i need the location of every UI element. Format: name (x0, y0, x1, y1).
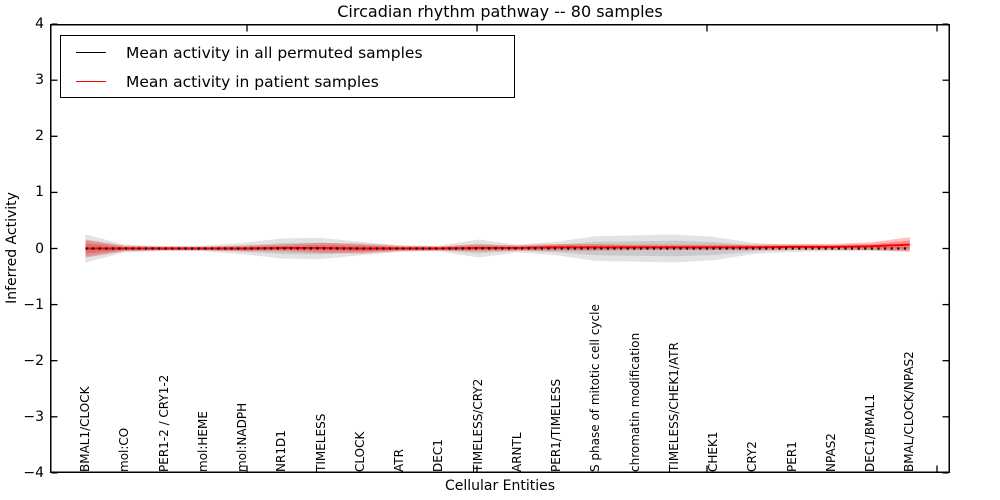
legend-label-permuted: Mean activity in all permuted samples (126, 43, 423, 62)
plot-svg (50, 23, 950, 474)
legend-entry-patient: Mean activity in patient samples (61, 67, 514, 96)
y-tick-label: 3 (35, 72, 44, 89)
x-category-label: mol:CO (117, 427, 132, 472)
x-category-label: PER1-2 / CRY1-2 (156, 374, 171, 472)
x-category-label: ATR (392, 449, 406, 472)
y-tick-label: −1 (23, 296, 44, 313)
patient-line-swatch (76, 81, 106, 82)
legend: Mean activity in all permuted samples Me… (60, 35, 515, 98)
x-category-label: PER1/TIMELESS (549, 378, 563, 472)
x-category-label: NR1D1 (274, 430, 289, 472)
x-category-label: chromatin modification (627, 332, 642, 472)
x-category-label: PER1 (784, 441, 799, 472)
x-category-label: TIMELESS/CRY2 (470, 378, 485, 472)
axes-frame (50, 24, 950, 473)
y-tick-label: −3 (23, 408, 44, 425)
legend-entry-permuted: Mean activity in all permuted samples (61, 38, 514, 67)
plot-area (50, 23, 950, 474)
legend-label-patient: Mean activity in patient samples (126, 72, 379, 91)
x-category-label: ARNTL (509, 432, 524, 472)
y-tick-label: −4 (23, 464, 44, 481)
x-category-label: CLOCK (352, 431, 367, 472)
x-category-label: CRY2 (745, 441, 760, 472)
mean-line (85, 243, 910, 250)
permuted-line-swatch (76, 52, 106, 53)
x-category-label: mol:NADPH (235, 402, 249, 472)
x-category-label: DEC1/BMAL1 (863, 394, 877, 472)
chart-title: Circadian rhythm pathway -- 80 samples (337, 2, 663, 21)
x-category-label: TIMELESS (313, 413, 328, 472)
y-tick-label: 0 (35, 240, 44, 257)
x-category-label: S phase of mitotic cell cycle (588, 304, 603, 472)
x-category-label: NPAS2 (823, 433, 838, 472)
x-category-label: BMAL1/CLOCK (78, 386, 92, 473)
x-axis-label: Cellular Entities (444, 478, 556, 494)
y-tick-label: −2 (23, 352, 44, 369)
y-tick-label: 1 (35, 184, 44, 201)
x-category-label: BMAL/CLOCK/NPAS2 (902, 351, 917, 472)
y-tick-label: 4 (35, 16, 44, 33)
x-category-label: mol:HEME (195, 411, 210, 472)
x-category-label: DEC1 (431, 439, 446, 472)
y-tick-label: 2 (35, 128, 44, 145)
x-category-label: CHEK1 (706, 431, 720, 473)
x-category-label: TIMELESS/CHEK1/ATR (666, 342, 681, 472)
